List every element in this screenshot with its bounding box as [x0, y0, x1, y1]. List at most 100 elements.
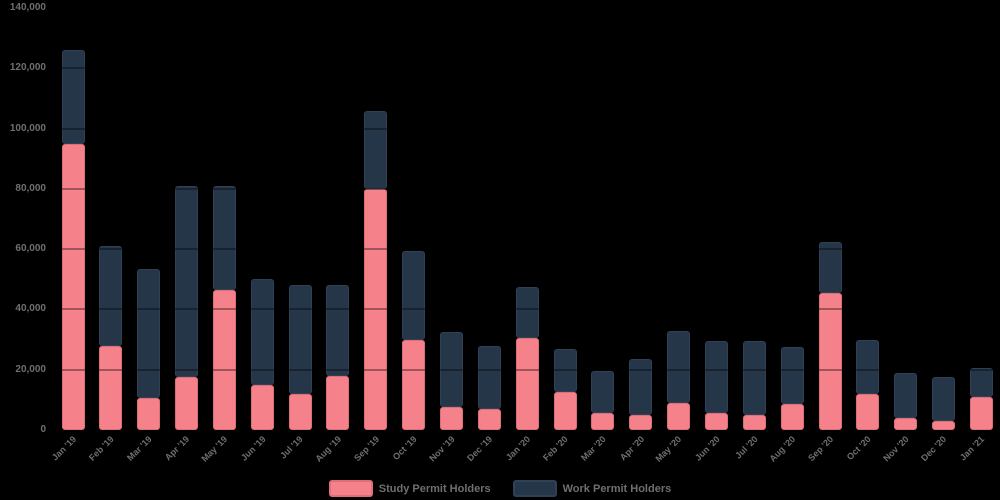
work-permit-segment[interactable] [99, 246, 123, 346]
work-permit-segment[interactable] [742, 341, 766, 415]
work-permit-segment[interactable] [818, 241, 842, 293]
study-permit-segment[interactable] [440, 407, 463, 430]
work-permit-segment[interactable] [553, 348, 577, 393]
bar-may-20[interactable] [667, 330, 691, 430]
bar-nov-19[interactable] [440, 332, 463, 430]
legend-item-study-permit-holders[interactable]: Study Permit Holders [328, 480, 491, 497]
x-axis-tick-label: May '19 [199, 434, 230, 464]
x-axis-tick-label: Oct '19 [390, 434, 419, 463]
bar-jan-19[interactable] [61, 50, 85, 430]
work-permit-segment[interactable] [402, 250, 426, 340]
bar-apr-20[interactable] [629, 359, 653, 430]
study-permit-segment[interactable] [175, 377, 199, 430]
legend-item-work-permit-holders[interactable]: Work Permit Holders [512, 480, 672, 497]
x-axis-tick-label: Jan '19 [49, 434, 79, 463]
work-permit-segment[interactable] [364, 110, 388, 189]
study-permit-segment[interactable] [667, 402, 691, 430]
study-permit-segment[interactable] [515, 338, 539, 430]
x-axis-tick-label: Sep '19 [351, 434, 381, 464]
study-permit-segment[interactable] [288, 393, 312, 430]
study-permit-segment[interactable] [591, 413, 615, 430]
bar-aug-19[interactable] [326, 285, 350, 430]
bar-oct-19[interactable] [402, 250, 426, 430]
gridline [55, 248, 995, 251]
bar-apr-19[interactable] [175, 185, 199, 430]
bar-feb-19[interactable] [99, 246, 123, 430]
x-axis-tick-label: Oct '20 [844, 434, 873, 463]
study-permit-segment[interactable] [364, 188, 388, 430]
bar-jul-19[interactable] [288, 285, 312, 430]
study-permit-segment[interactable] [780, 404, 804, 430]
x-axis-tick-label: Jan '21 [958, 434, 987, 463]
work-permit-segment[interactable] [515, 286, 539, 339]
legend: Study Permit Holders Work Permit Holders [0, 480, 1000, 497]
work-permit-segment[interactable] [856, 339, 880, 394]
work-permit-segment[interactable] [61, 50, 85, 144]
legend-label-work: Work Permit Holders [562, 482, 672, 495]
bar-dec-20[interactable] [932, 377, 956, 430]
work-permit-segment[interactable] [250, 279, 274, 385]
gridline [55, 67, 995, 70]
x-axis-tick-label: Nov '19 [427, 434, 457, 464]
bar-sep-20[interactable] [818, 241, 842, 430]
gridline [55, 368, 995, 371]
study-permit-segment[interactable] [969, 396, 993, 430]
bar-feb-20[interactable] [553, 348, 577, 430]
study-permit-segment[interactable] [477, 408, 501, 430]
study-permit-segment[interactable] [894, 417, 918, 430]
x-axis-tick-label: Apr '19 [163, 434, 192, 463]
study-permit-segment[interactable] [818, 292, 842, 430]
study-permit-segment[interactable] [629, 414, 653, 430]
bar-mar-20[interactable] [591, 371, 615, 430]
x-axis-tick-label: Jul '20 [732, 434, 760, 461]
x-axis-tick-label: Dec '19 [465, 434, 495, 464]
work-permit-segment[interactable] [477, 345, 501, 409]
work-permit-segment[interactable] [591, 371, 615, 414]
bar-jan-20[interactable] [515, 286, 539, 430]
bar-jun-19[interactable] [250, 279, 274, 430]
study-permit-segment[interactable] [553, 392, 577, 430]
bar-mar-19[interactable] [137, 268, 161, 430]
study-permit-segment[interactable] [402, 339, 426, 430]
study-permit-segment[interactable] [61, 143, 85, 430]
legend-label-study: Study Permit Holders [378, 482, 491, 495]
bar-dec-19[interactable] [477, 345, 501, 430]
study-permit-segment[interactable] [742, 414, 766, 430]
y-axis-tick-label: 80,000 [15, 182, 46, 194]
x-axis-tick-label: Mar '20 [579, 434, 608, 463]
work-permit-segment[interactable] [894, 372, 918, 418]
x-axis-tick-label: Feb '19 [87, 434, 116, 463]
study-permit-segment[interactable] [250, 384, 274, 430]
work-permit-segment[interactable] [175, 185, 199, 378]
work-permit-segment[interactable] [440, 332, 463, 408]
gridline [55, 187, 995, 190]
bar-jul-20[interactable] [742, 341, 766, 430]
study-permit-segment[interactable] [99, 345, 123, 430]
x-axis-tick-label: Jun '20 [692, 434, 722, 463]
work-permit-segment[interactable] [932, 377, 956, 421]
work-permit-segment[interactable] [288, 285, 312, 394]
bar-nov-20[interactable] [894, 372, 918, 430]
work-permit-segment[interactable] [326, 285, 350, 376]
work-permit-segment[interactable] [629, 359, 653, 415]
bar-jan-21[interactable] [969, 368, 993, 430]
study-permit-segment[interactable] [326, 375, 350, 430]
bar-oct-20[interactable] [856, 339, 880, 430]
study-permit-segment[interactable] [704, 413, 728, 430]
work-permit-segment[interactable] [704, 341, 728, 414]
study-permit-segment[interactable] [856, 393, 880, 430]
bar-sep-19[interactable] [364, 110, 388, 430]
bar-may-19[interactable] [212, 185, 236, 430]
study-permit-segment[interactable] [212, 289, 236, 430]
bar-jun-20[interactable] [704, 341, 728, 430]
work-permit-segment[interactable] [667, 330, 691, 403]
work-permit-segment[interactable] [137, 268, 161, 399]
y-axis-tick-label: 100,000 [9, 122, 46, 134]
work-permit-segment[interactable] [780, 347, 804, 405]
bar-aug-20[interactable] [780, 347, 804, 430]
study-permit-segment[interactable] [932, 420, 956, 430]
work-permit-segment[interactable] [969, 368, 993, 397]
work-permit-segment[interactable] [212, 185, 236, 290]
x-axis-tick-label: Mar '19 [125, 434, 154, 463]
study-permit-segment[interactable] [137, 398, 161, 430]
